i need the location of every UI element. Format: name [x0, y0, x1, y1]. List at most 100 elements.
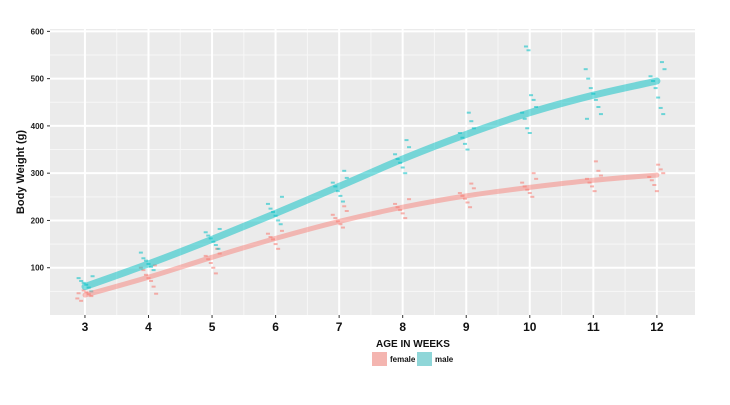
trend-layer [81, 77, 661, 298]
data-point-male [662, 68, 667, 71]
data-point-female [527, 192, 532, 195]
data-point-male [276, 219, 281, 222]
data-point-male [76, 277, 81, 280]
data-point-male [523, 45, 528, 48]
data-point-female [462, 197, 467, 200]
data-point-female [531, 172, 536, 175]
data-point-female [407, 198, 412, 201]
data-point-female [468, 206, 473, 209]
data-point-male [656, 96, 661, 99]
data-point-male [469, 120, 474, 123]
data-point-female [522, 185, 527, 188]
data-point-female [208, 262, 213, 264]
data-point-female [151, 285, 156, 288]
x-axis-ticks: 3 4 5 6 7 8 9 10 11 12 [82, 315, 664, 334]
data-point-male [658, 106, 663, 109]
data-point-male [661, 113, 666, 116]
data-point-female [654, 190, 659, 193]
y-tick-label: 500 [31, 75, 45, 84]
data-point-male [403, 172, 408, 175]
data-point-male [598, 113, 603, 116]
trend-line-male [81, 77, 661, 291]
data-point-male [217, 227, 222, 230]
data-point-female [141, 269, 146, 272]
legend: female male [372, 352, 454, 366]
data-point-male [584, 117, 589, 120]
data-point-female [520, 181, 525, 184]
data-point-female [338, 223, 343, 226]
data-point-female [84, 291, 89, 294]
data-point-female [395, 206, 400, 209]
data-point-female [276, 247, 281, 250]
data-point-female [584, 177, 589, 180]
data-point-male [593, 98, 598, 101]
data-point-male [534, 106, 539, 108]
data-point-female [89, 295, 94, 298]
data-point-female [590, 185, 595, 188]
data-point-female [86, 293, 91, 296]
trend-line-female [82, 172, 660, 298]
data-point-female [400, 212, 405, 215]
data-point-female [344, 210, 349, 212]
data-point-female [206, 258, 211, 261]
data-point-male [407, 146, 412, 149]
x-tick-label: 5 [209, 320, 216, 334]
y-tick-label: 100 [31, 264, 45, 273]
data-point-female [333, 217, 338, 220]
data-point-male [393, 153, 398, 156]
data-point-female [213, 272, 218, 275]
data-point-male [462, 142, 467, 145]
data-point-male [268, 207, 273, 210]
y-tick-label: 400 [31, 122, 45, 131]
y-axis-label: Body Weight (g) [15, 130, 27, 214]
legend-label-female: female [390, 355, 416, 364]
data-point-female [465, 201, 470, 204]
data-point-male [141, 257, 146, 260]
data-point-male [404, 139, 409, 142]
data-point-female [149, 279, 154, 282]
data-point-female [279, 229, 284, 232]
data-point-female [143, 273, 148, 276]
data-point-female [154, 292, 159, 295]
data-point-female [525, 188, 530, 191]
data-point-male [138, 251, 143, 254]
data-point-male [335, 190, 340, 193]
data-point-male [330, 181, 335, 184]
x-tick-label: 4 [145, 320, 152, 334]
data-point-male [278, 223, 283, 226]
data-point-female [273, 243, 278, 246]
data-point-male [648, 75, 653, 78]
data-point-female [530, 195, 535, 198]
data-point-female [81, 289, 86, 292]
data-point-male [265, 202, 270, 205]
data-point-male [659, 61, 664, 64]
data-point-female [457, 192, 462, 195]
data-point-male [149, 265, 154, 268]
data-point-male [206, 234, 211, 237]
data-point-female [340, 226, 345, 229]
data-point-male [527, 132, 532, 134]
data-point-male [203, 231, 208, 234]
data-point-female [79, 299, 84, 302]
data-point-female [217, 252, 222, 255]
grid-major [50, 29, 695, 315]
data-point-female [146, 277, 151, 280]
y-tick-label: 200 [31, 216, 45, 225]
data-point-female [587, 181, 592, 184]
x-tick-label: 7 [336, 320, 343, 334]
data-point-female [403, 217, 408, 220]
data-point-female [534, 177, 539, 180]
x-tick-label: 6 [272, 320, 279, 334]
data-point-female [398, 209, 403, 212]
data-point-male [81, 281, 86, 284]
data-point-female [593, 160, 598, 163]
data-point-male [465, 148, 470, 151]
data-point-male [466, 111, 471, 114]
data-point-female [661, 172, 666, 175]
data-point-female [268, 236, 273, 238]
x-tick-label: 11 [587, 320, 600, 334]
data-point-female [76, 292, 81, 295]
data-point-male [338, 194, 343, 197]
data-point-female [265, 232, 270, 235]
